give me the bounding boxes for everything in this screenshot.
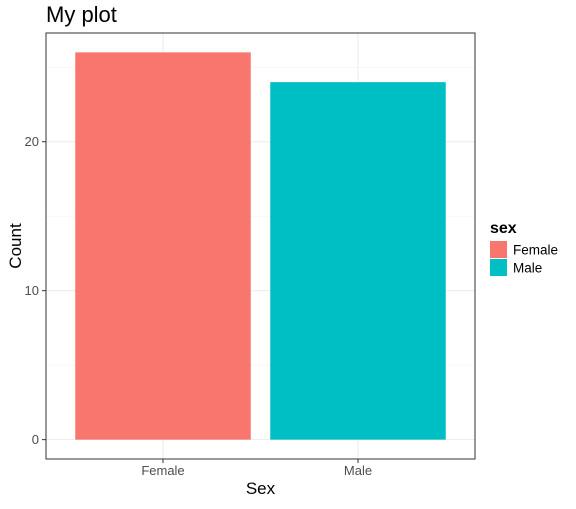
bars: [75, 52, 446, 440]
y-tick-label: 10: [25, 283, 39, 298]
legend-key-female: [490, 241, 507, 258]
legend-label-male: Male: [513, 261, 542, 276]
chart-title: My plot: [46, 2, 117, 27]
y-axis: 0 10 20: [25, 134, 46, 447]
y-tick-label: 20: [25, 134, 39, 149]
panel-border: [45, 32, 476, 460]
x-axis-title: Sex: [246, 479, 276, 498]
y-tick-label: 0: [32, 432, 39, 447]
x-tick-label: Female: [141, 463, 184, 478]
x-axis: Female Male: [141, 459, 372, 478]
x-tick-label: Male: [344, 463, 372, 478]
bar-male: [270, 82, 446, 440]
bar-female: [75, 52, 251, 440]
legend-title: sex: [490, 220, 517, 237]
legend-label-female: Female: [513, 243, 558, 258]
plot-panel: [45, 32, 476, 460]
legend-key-male: [490, 259, 507, 276]
legend: sex Female Male: [490, 220, 558, 276]
y-axis-title: Count: [6, 223, 25, 269]
